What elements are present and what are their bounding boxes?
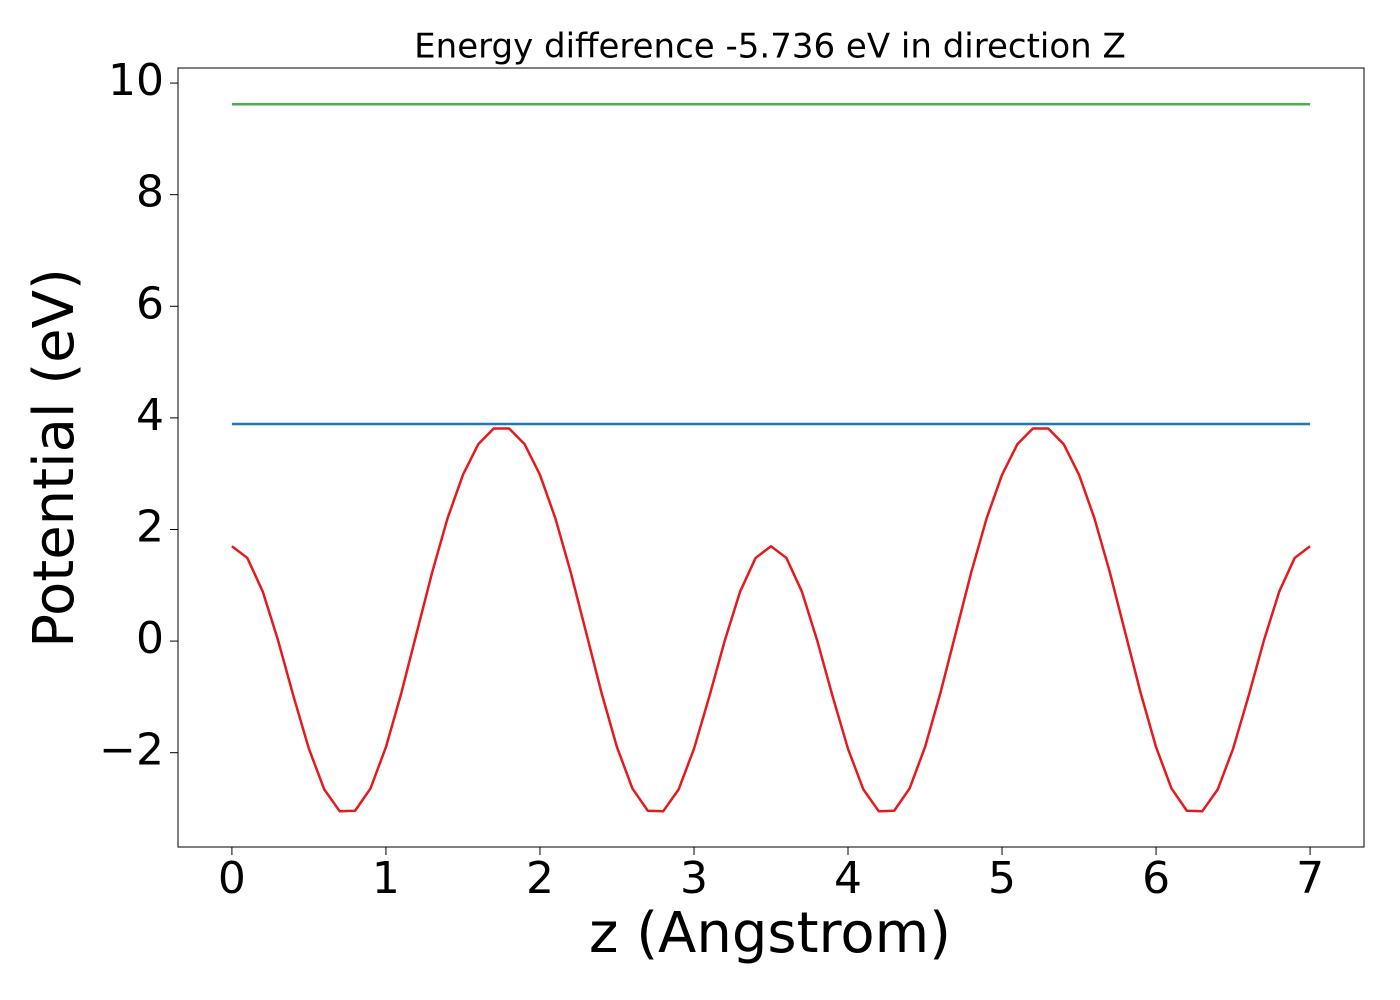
x-tick-label: 6 <box>1142 853 1170 904</box>
y-tick-label: 6 <box>136 278 164 329</box>
x-tick-label: 2 <box>526 853 554 904</box>
y-tick-label: −2 <box>99 725 164 776</box>
plot-frame <box>177 67 1365 848</box>
x-axis-label: z (Angstrom) <box>589 901 951 966</box>
y-tick-label: 0 <box>136 613 164 664</box>
x-tick-label: 7 <box>1296 853 1324 904</box>
y-axis-label: Potential (eV) <box>22 268 87 648</box>
x-tick-label: 0 <box>218 853 246 904</box>
y-tick-label: 10 <box>108 55 164 106</box>
x-tick-label: 1 <box>372 853 400 904</box>
x-tick-label: 3 <box>680 853 708 904</box>
x-tick-label: 4 <box>834 853 862 904</box>
line-series <box>231 427 1311 813</box>
y-tick-label: 8 <box>136 167 164 218</box>
y-tick-label: 4 <box>136 390 164 441</box>
chart-title: Energy difference -5.736 eV in direction… <box>414 27 1126 67</box>
x-tick-label: 5 <box>988 853 1016 904</box>
y-tick-label: 2 <box>136 501 164 552</box>
